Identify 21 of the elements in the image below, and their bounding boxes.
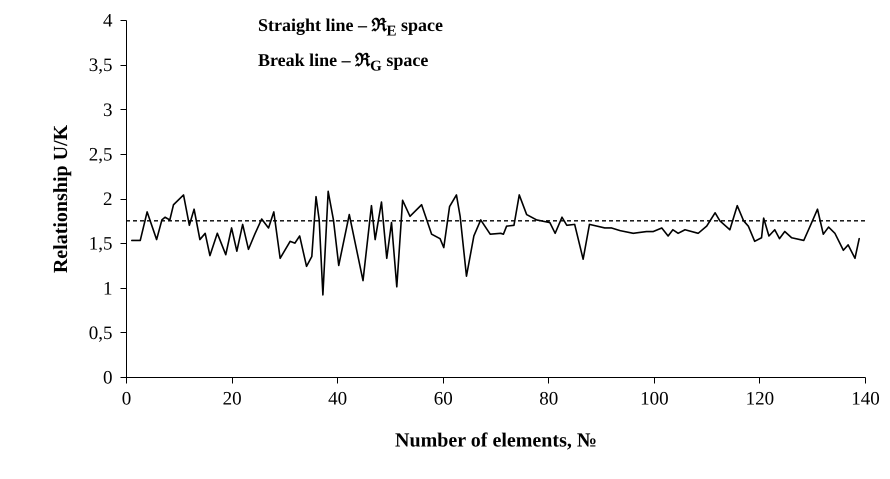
x-tick-label: 0 (122, 388, 132, 410)
y-tick-label: 3 (103, 100, 112, 121)
annotation: Break line – ℜ$_{G}$ space (258, 48, 430, 76)
x-tick-label: 140 (851, 388, 880, 410)
annotation: Straight line – ℜ$_{E}$ space (258, 14, 444, 41)
x-tick-label: 120 (746, 388, 774, 410)
y-tick-label: 1,5 (88, 234, 112, 255)
x-tick-label: 20 (222, 388, 242, 410)
y-tick-label: 3,5 (88, 55, 112, 76)
y-tick-label: 1 (103, 278, 112, 300)
x-axis-title: Number of elements, № (395, 430, 597, 452)
y-axis-title: Relationship U/K (50, 124, 72, 274)
y-tick-label: 0 (103, 368, 112, 388)
x-tick-label: 80 (539, 388, 558, 410)
x-tick-label: 100 (640, 388, 669, 410)
y-tick-label: 2 (103, 189, 112, 210)
y-tick-label: 2,5 (88, 144, 112, 166)
x-tick-label: 60 (434, 388, 453, 410)
x-tick-label: 40 (328, 388, 348, 410)
y-tick-label: 0,5 (88, 322, 112, 344)
y-tick-label: 4 (103, 10, 113, 32)
